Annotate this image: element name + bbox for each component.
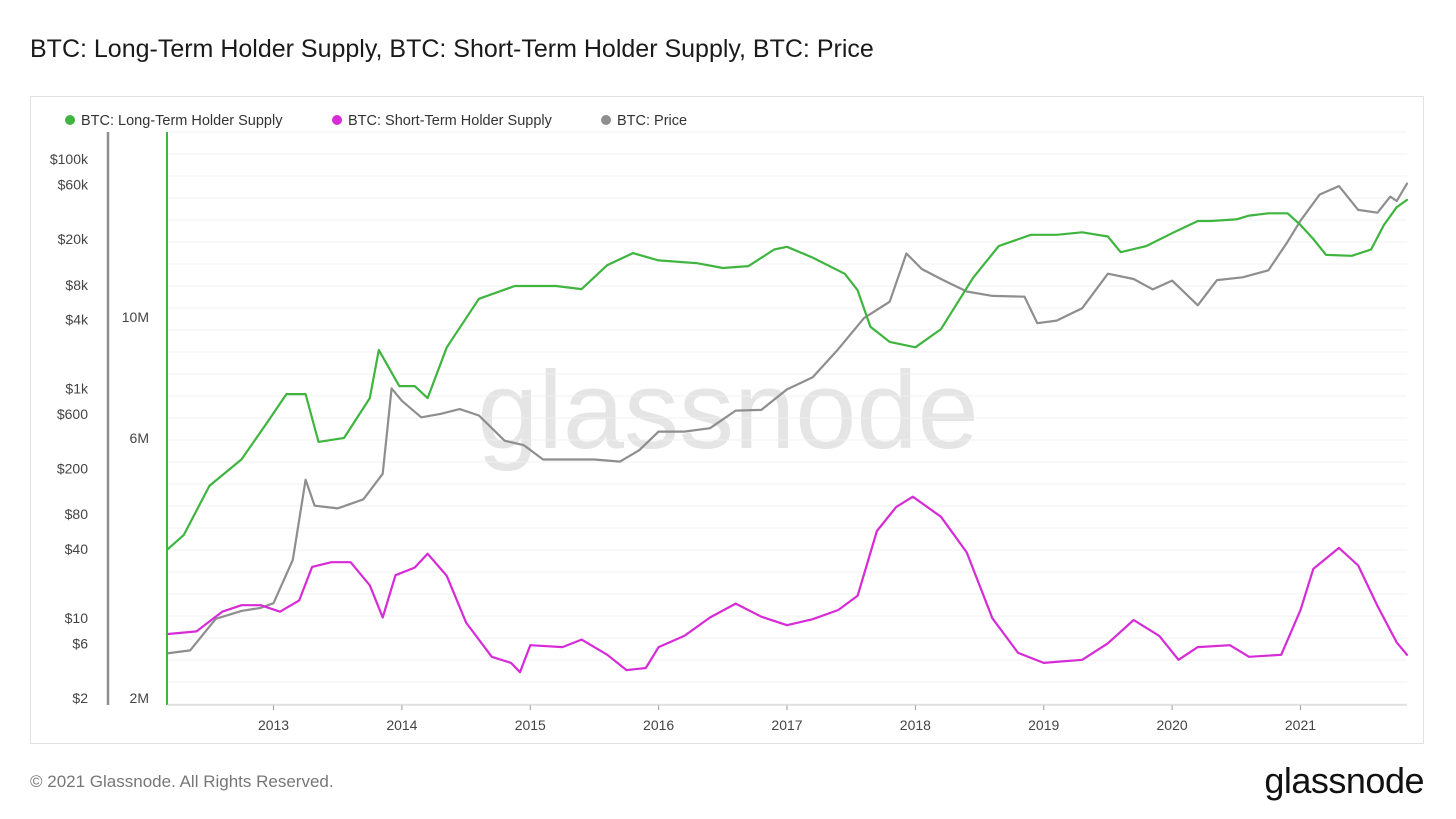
series-lines — [165, 182, 1409, 674]
price-tick-label: $1k — [65, 380, 89, 396]
gridlines — [167, 131, 1407, 705]
legend-item[interactable]: BTC: Short-Term Holder Supply — [332, 113, 553, 129]
price-tick-label: $600 — [57, 406, 88, 422]
chart-title: BTC: Long-Term Holder Supply, BTC: Short… — [30, 35, 874, 63]
price-tick-label: $40 — [65, 541, 89, 557]
legend-label: BTC: Price — [617, 113, 687, 129]
x-tick-label: 2015 — [515, 717, 546, 733]
series-line-2 — [165, 182, 1409, 655]
supply-tick-label: 6M — [130, 430, 149, 446]
x-tick-label: 2021 — [1285, 717, 1316, 733]
legend-marker — [601, 115, 611, 125]
legend-marker — [332, 115, 342, 125]
price-tick-label: $2 — [72, 690, 88, 706]
x-tick-label: 2016 — [643, 717, 674, 733]
price-tick-label: $200 — [57, 461, 88, 477]
legend-item[interactable]: BTC: Price — [601, 113, 687, 129]
legend-label: BTC: Short-Term Holder Supply — [348, 113, 553, 129]
x-tick-label: 2017 — [771, 717, 802, 733]
legend-label: BTC: Long-Term Holder Supply — [81, 113, 283, 129]
price-tick-label: $4k — [65, 311, 89, 327]
chart-frame — [30, 96, 1424, 744]
x-tick-label: 2018 — [900, 717, 931, 733]
legend-item[interactable]: BTC: Long-Term Holder Supply — [65, 113, 283, 129]
price-tick-label: $8k — [65, 277, 89, 293]
copyright-footer: © 2021 Glassnode. All Rights Reserved. — [30, 772, 334, 791]
x-tick-label: 2013 — [258, 717, 289, 733]
price-tick-label: $100k — [50, 151, 89, 167]
supply-tick-label: 10M — [122, 309, 149, 325]
x-tick-label: 2014 — [386, 717, 417, 733]
price-tick-label: $80 — [65, 506, 89, 522]
supply-tick-label: 2M — [130, 690, 149, 706]
legend[interactable]: BTC: Long-Term Holder Supply BTC: Short-T… — [65, 113, 687, 129]
x-tick-label: 2020 — [1157, 717, 1188, 733]
price-tick-label: $20k — [58, 231, 89, 247]
price-tick-label: $6 — [72, 635, 88, 651]
price-tick-label: $60k — [58, 176, 89, 192]
price-tick-label: $10 — [65, 610, 89, 626]
series-line-1 — [165, 495, 1409, 674]
legend-marker — [65, 115, 75, 125]
axes: $100k $60k $20k $8k $4k $1k $600 $200 $80 $40 $10 $… — [50, 132, 1407, 733]
series-line-0 — [165, 198, 1409, 551]
watermark-text: glassnode — [477, 349, 979, 472]
x-tick-label: 2019 — [1028, 717, 1059, 733]
brand-logo: glassnode — [1264, 760, 1424, 801]
